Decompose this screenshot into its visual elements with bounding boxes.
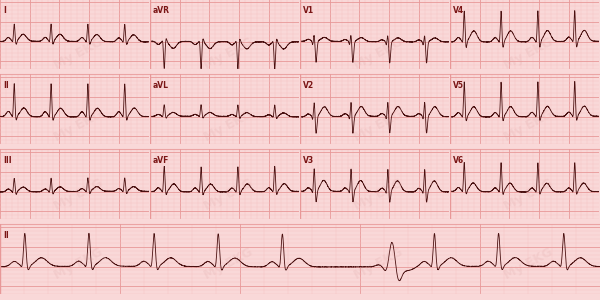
Text: V6: V6 <box>453 155 464 164</box>
Text: My EKG: My EKG <box>502 108 554 144</box>
Text: My EKG: My EKG <box>202 36 254 72</box>
Text: My EKG: My EKG <box>52 246 104 282</box>
Text: My EKG: My EKG <box>352 36 404 72</box>
Text: My EKG: My EKG <box>52 36 104 72</box>
Text: V3: V3 <box>303 155 314 164</box>
Text: My EKG: My EKG <box>502 246 554 282</box>
Text: V1: V1 <box>303 6 314 15</box>
Text: V5: V5 <box>453 80 464 89</box>
Text: II: II <box>3 80 9 89</box>
Text: I: I <box>3 6 6 15</box>
Text: aVL: aVL <box>153 80 169 89</box>
Text: II: II <box>3 230 9 239</box>
Text: aVR: aVR <box>153 6 170 15</box>
Text: My EKG: My EKG <box>202 108 254 144</box>
Text: aVF: aVF <box>153 155 169 164</box>
Text: My EKG: My EKG <box>502 177 554 213</box>
Text: My EKG: My EKG <box>352 108 404 144</box>
Text: My EKG: My EKG <box>202 177 254 213</box>
Text: My EKG: My EKG <box>352 177 404 213</box>
Text: My EKG: My EKG <box>202 246 254 282</box>
Text: V4: V4 <box>453 6 464 15</box>
Text: III: III <box>3 155 11 164</box>
Text: My EKG: My EKG <box>502 36 554 72</box>
Text: My EKG: My EKG <box>52 108 104 144</box>
Text: My EKG: My EKG <box>352 246 404 282</box>
Text: V2: V2 <box>303 80 314 89</box>
Text: My EKG: My EKG <box>52 177 104 213</box>
